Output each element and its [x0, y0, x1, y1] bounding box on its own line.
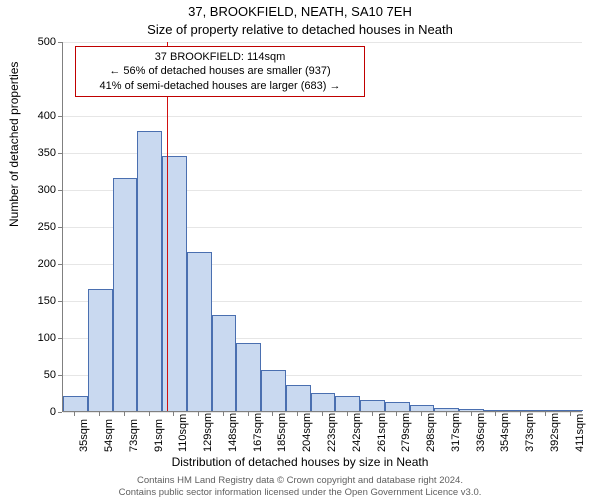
xtick-mark: [74, 412, 75, 416]
xtick-label: 35sqm: [78, 419, 90, 452]
ytick-mark: [58, 338, 62, 339]
xtick-label: 54sqm: [103, 419, 115, 452]
y-axis-label: Number of detached properties: [7, 62, 21, 227]
histogram-bar: [558, 410, 583, 411]
xtick-mark: [421, 412, 422, 416]
annotation-line-3: 41% of semi-detached houses are larger (…: [82, 79, 358, 93]
histogram-bar: [385, 402, 410, 411]
xtick-label: 204sqm: [301, 413, 313, 452]
xtick-mark: [223, 412, 224, 416]
ytick-label: 0: [16, 406, 56, 418]
ytick-label: 100: [16, 332, 56, 344]
ytick-label: 500: [16, 36, 56, 48]
xtick-label: 298sqm: [425, 413, 437, 452]
reference-line: [167, 42, 168, 411]
gridline: [63, 42, 582, 43]
chart-title-sub: Size of property relative to detached ho…: [0, 22, 600, 37]
footer: Contains HM Land Registry data © Crown c…: [0, 475, 600, 498]
histogram-bar: [162, 156, 187, 411]
ytick-label: 300: [16, 184, 56, 196]
xtick-mark: [322, 412, 323, 416]
histogram-bar: [459, 409, 484, 411]
xtick-label: 73sqm: [128, 419, 140, 452]
ytick-label: 150: [16, 295, 56, 307]
ytick-mark: [58, 375, 62, 376]
xtick-mark: [149, 412, 150, 416]
annotation-box: 37 BROOKFIELD: 114sqm ← 56% of detached …: [75, 46, 365, 97]
xtick-label: 223sqm: [326, 413, 338, 452]
ytick-label: 400: [16, 110, 56, 122]
ytick-mark: [58, 264, 62, 265]
ytick-mark: [58, 301, 62, 302]
xtick-mark: [173, 412, 174, 416]
plot-area: [62, 42, 582, 412]
ytick-mark: [58, 116, 62, 117]
histogram-bar: [212, 315, 237, 411]
histogram-bar: [509, 410, 534, 411]
ytick-mark: [58, 412, 62, 413]
x-axis-label: Distribution of detached houses by size …: [0, 455, 600, 469]
ytick-label: 50: [16, 369, 56, 381]
xtick-mark: [372, 412, 373, 416]
xtick-mark: [347, 412, 348, 416]
ytick-mark: [58, 190, 62, 191]
xtick-mark: [248, 412, 249, 416]
histogram-bar: [484, 410, 509, 411]
histogram-bar: [360, 400, 385, 411]
annotation-line-1: 37 BROOKFIELD: 114sqm: [82, 50, 358, 64]
xtick-label: 317sqm: [450, 413, 462, 452]
xtick-mark: [446, 412, 447, 416]
histogram-bar: [88, 289, 113, 411]
xtick-mark: [124, 412, 125, 416]
xtick-mark: [396, 412, 397, 416]
histogram-bar: [434, 408, 459, 411]
ytick-mark: [58, 227, 62, 228]
ytick-label: 200: [16, 258, 56, 270]
xtick-label: 411sqm: [574, 414, 586, 452]
histogram-bar: [63, 396, 88, 411]
footer-line-1: Contains HM Land Registry data © Crown c…: [0, 475, 600, 486]
histogram-bar: [261, 370, 286, 411]
xtick-label: 373sqm: [524, 413, 536, 452]
ytick-label: 350: [16, 147, 56, 159]
chart-container: 37, BROOKFIELD, NEATH, SA10 7EH Size of …: [0, 0, 600, 500]
histogram-bar: [113, 178, 138, 411]
xtick-mark: [99, 412, 100, 416]
xtick-label: 242sqm: [351, 413, 363, 452]
xtick-mark: [495, 412, 496, 416]
xtick-label: 91sqm: [153, 419, 165, 452]
histogram-bar: [410, 405, 435, 411]
xtick-label: 129sqm: [202, 413, 214, 452]
xtick-mark: [272, 412, 273, 416]
xtick-mark: [297, 412, 298, 416]
ytick-mark: [58, 153, 62, 154]
xtick-label: 261sqm: [376, 413, 388, 452]
xtick-label: 148sqm: [227, 413, 239, 452]
histogram-bar: [286, 385, 311, 411]
histogram-bar: [236, 343, 261, 411]
chart-title-main: 37, BROOKFIELD, NEATH, SA10 7EH: [0, 4, 600, 19]
xtick-mark: [471, 412, 472, 416]
xtick-mark: [520, 412, 521, 416]
footer-line-2: Contains public sector information licen…: [0, 487, 600, 498]
histogram-bar: [311, 393, 336, 412]
xtick-label: 392sqm: [549, 413, 561, 452]
histogram-bar: [533, 410, 558, 411]
ytick-mark: [58, 42, 62, 43]
xtick-label: 185sqm: [276, 413, 288, 452]
histogram-bar: [187, 252, 212, 411]
ytick-label: 250: [16, 221, 56, 233]
xtick-label: 354sqm: [499, 413, 511, 452]
xtick-label: 279sqm: [400, 413, 412, 452]
xtick-label: 336sqm: [475, 413, 487, 452]
xtick-mark: [198, 412, 199, 416]
xtick-mark: [570, 412, 571, 416]
annotation-line-2: ← 56% of detached houses are smaller (93…: [82, 64, 358, 78]
histogram-bar: [335, 396, 360, 411]
gridline: [63, 116, 582, 117]
xtick-mark: [545, 412, 546, 416]
xtick-label: 110sqm: [177, 414, 189, 452]
histogram-bar: [137, 131, 162, 411]
xtick-label: 167sqm: [252, 413, 264, 452]
